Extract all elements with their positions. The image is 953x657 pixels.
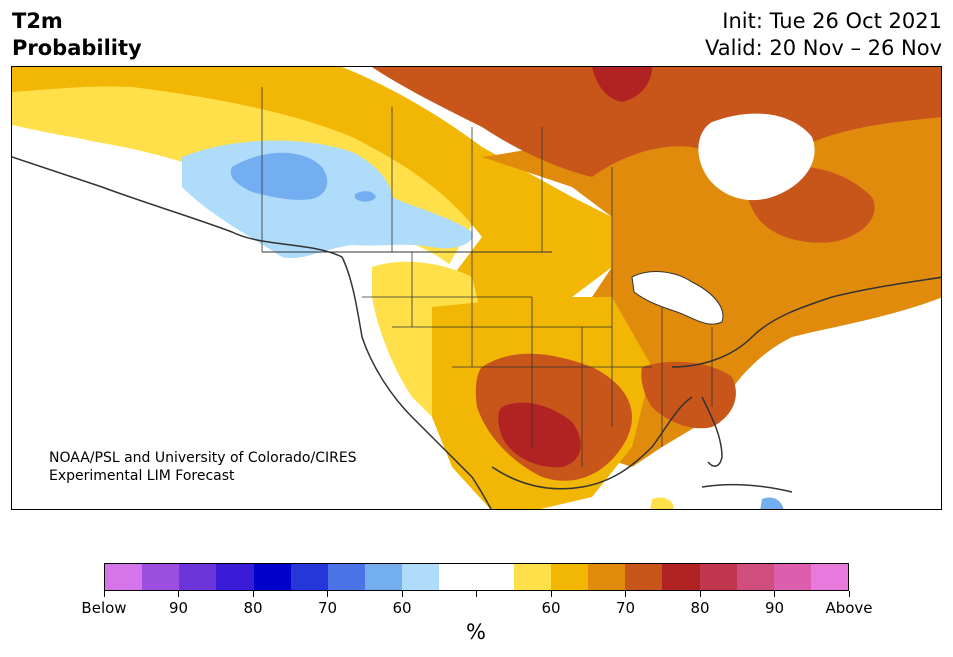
- colorbar-segment: [439, 564, 477, 590]
- colorbar-segment: [290, 564, 328, 590]
- colorbar-tick: [178, 591, 179, 597]
- credit-line-1: NOAA/PSL and University of Colorado/CIRE…: [49, 450, 357, 466]
- colorbar-tick: [625, 591, 626, 597]
- colorbar-tick-label: 70: [317, 599, 338, 617]
- colorbar-tick: [848, 591, 850, 597]
- colorbar-ticks: [103, 591, 850, 599]
- colorbar-segment: [327, 564, 366, 590]
- colorbar-segment: [699, 564, 737, 590]
- border-provinces: [261, 87, 613, 297]
- colorbar-segment: [625, 564, 663, 590]
- region-dark-orange-north: [372, 67, 941, 177]
- colorbar-tick: [550, 591, 552, 597]
- colorbar-segment: [810, 564, 849, 590]
- region-blue-spot: [355, 191, 376, 202]
- region-medium-blue: [230, 152, 328, 200]
- colorbar-tick-label: Below: [81, 599, 127, 617]
- colorbar-tick-label: 90: [168, 599, 189, 617]
- colorbar-tick: [699, 591, 701, 597]
- cuba-blue: [760, 497, 784, 509]
- cuba: [701, 483, 793, 493]
- coastline-east: [671, 276, 941, 368]
- colorbar-tick-label: 60: [541, 599, 561, 617]
- region-yellow-southwest: [372, 261, 482, 417]
- colorbar-tick-label: 60: [392, 599, 412, 617]
- colorbar-tick: [774, 591, 775, 597]
- colorbar-segment: [105, 564, 143, 590]
- colorbar-segment: [253, 564, 291, 590]
- great-lakes: [631, 271, 724, 325]
- chart-title: T2m Probability: [12, 8, 142, 62]
- init-date: Init: Tue 26 Oct 2021: [722, 9, 942, 33]
- colorbar-segment: [476, 564, 514, 590]
- credit-text: NOAA/PSL and University of Colorado/CIRE…: [49, 449, 357, 485]
- colorbar-tick-label: 80: [243, 599, 263, 617]
- colorbar-tick: [327, 591, 328, 597]
- colorbar-tick-label: 70: [615, 599, 636, 617]
- colorbar-tick-label: Above: [825, 599, 873, 617]
- colorbar-tick: [401, 591, 403, 597]
- map-svg: [12, 67, 941, 509]
- colorbar-unit-label: %: [466, 620, 486, 644]
- region-red-north: [592, 67, 652, 102]
- colorbar-tick-label: 90: [764, 599, 785, 617]
- colorbar-tick: [103, 591, 105, 597]
- colorbar-segment: [179, 564, 217, 590]
- credit-line-2: Experimental LIM Forecast: [49, 468, 235, 484]
- colorbar-segment: [142, 564, 180, 590]
- hudson-bay: [698, 113, 815, 201]
- colorbar-segment: [550, 564, 589, 590]
- gulf-coast: [491, 396, 693, 490]
- coastline-west: [12, 156, 492, 509]
- colorbar-segment: [736, 564, 774, 590]
- florida: [701, 396, 723, 467]
- colorbar-segment: [216, 564, 254, 590]
- colorbar-tick: [252, 591, 254, 597]
- colorbar-tick: [476, 591, 477, 597]
- colorbar-segment: [662, 564, 700, 590]
- region-red-texas: [498, 402, 581, 468]
- title-line-2: Probability: [12, 36, 142, 60]
- colorbar-tick-label: 80: [690, 599, 710, 617]
- hispaniola-yellow: [650, 497, 674, 509]
- colorbar-segment: [365, 564, 403, 590]
- forecast-dates: Init: Tue 26 Oct 2021 Valid: 20 Nov – 26…: [705, 8, 942, 62]
- probability-map: [11, 66, 942, 510]
- colorbar: [104, 563, 849, 591]
- border-states: [362, 252, 713, 467]
- colorbar-segment: [402, 564, 440, 590]
- colorbar-segment: [513, 564, 551, 590]
- colorbar-segment: [773, 564, 811, 590]
- valid-dates: Valid: 20 Nov – 26 Nov: [705, 36, 942, 60]
- colorbar-segment: [588, 564, 626, 590]
- title-line-1: T2m: [12, 9, 63, 33]
